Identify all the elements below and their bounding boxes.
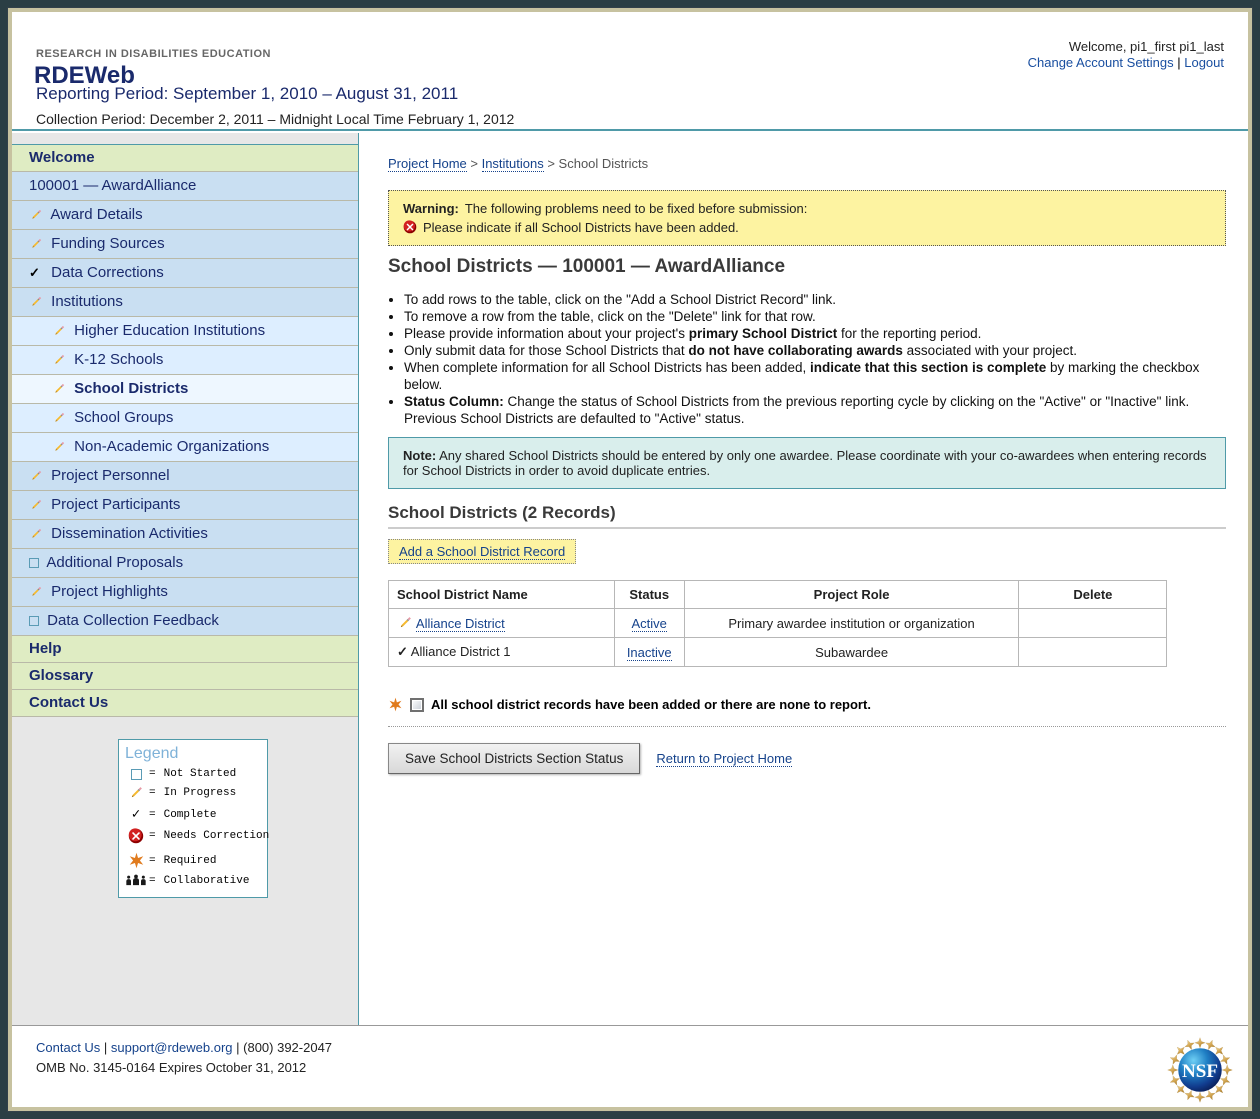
svg-text:NSF: NSF [1182,1061,1218,1082]
